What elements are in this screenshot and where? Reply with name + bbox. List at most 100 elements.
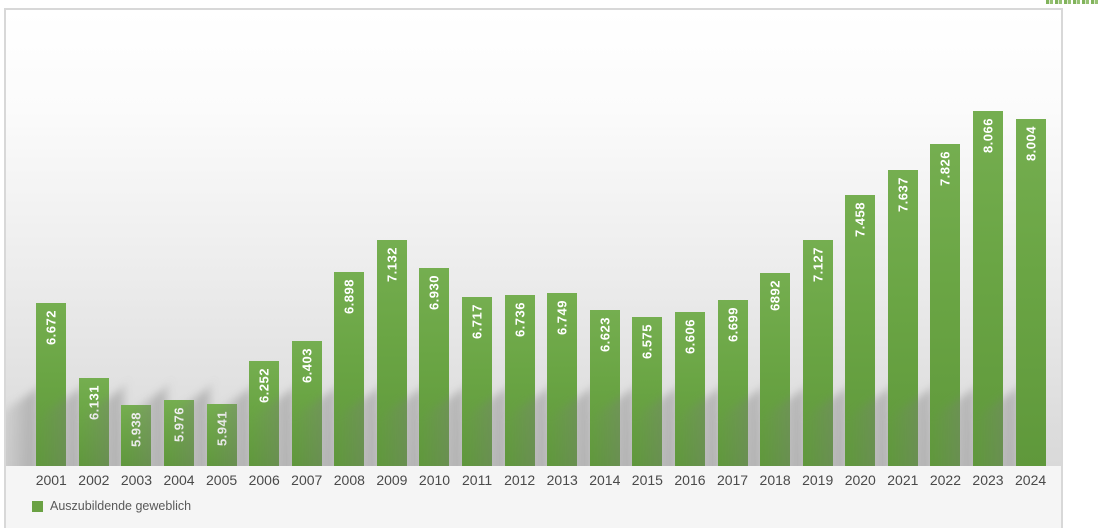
bar-value-label: 6.252: [256, 368, 272, 404]
bar-value-label: 6.623: [597, 317, 613, 353]
bar-slot: 5.976: [120, 10, 201, 466]
x-axis-label-2008: 2008: [333, 472, 365, 488]
bar-value-label: 8.066: [980, 118, 996, 154]
bar-value-label: 6.717: [469, 304, 485, 340]
bar-value-label: 6.575: [639, 324, 655, 360]
bar-slot: 6.623: [545, 10, 627, 466]
x-axis-label-2012: 2012: [504, 472, 536, 488]
bar-2006[interactable]: 6.252: [249, 361, 280, 466]
bar-shadow: [6, 388, 39, 466]
bar-2004[interactable]: 5.976: [164, 400, 195, 466]
bar-slot: 6.672: [6, 10, 73, 466]
x-axis-label-2006: 2006: [248, 472, 280, 488]
x-axis-label-2013: 2013: [546, 472, 578, 488]
x-axis-label-2002: 2002: [78, 472, 110, 488]
bar-value-label: 7.458: [852, 202, 868, 238]
x-axis-label-2007: 2007: [291, 472, 323, 488]
x-axis-label-2022: 2022: [929, 472, 961, 488]
bar-2014[interactable]: 6.623: [589, 310, 620, 466]
x-axis-label-2003: 2003: [120, 472, 153, 488]
bar-slot: 6.930: [375, 10, 456, 466]
bar-2021[interactable]: 7.637: [887, 170, 918, 466]
x-axis-label-2010: 2010: [418, 472, 451, 488]
bar-2012[interactable]: 6.736: [504, 295, 535, 466]
bar-2003[interactable]: 5.938: [121, 405, 152, 466]
bar-2017[interactable]: 6.699: [717, 300, 748, 466]
truncated-green-text: [1046, 0, 1098, 4]
bar-2019[interactable]: 7.127: [802, 240, 833, 466]
bar-slot: 7.127: [758, 10, 839, 466]
bar-slot: 6.699: [673, 10, 754, 466]
bar-2020[interactable]: 7.458: [845, 195, 876, 466]
bar-2023[interactable]: 8.066: [973, 111, 1003, 466]
x-axis-label-2020: 2020: [844, 472, 876, 488]
bar-2010[interactable]: 6.930: [419, 268, 450, 466]
bars: 6.672 6.131 5.938 5.976 5.941 6.252 6.403 6.898…: [6, 10, 1052, 466]
bar-value-label: 6.699: [725, 307, 741, 343]
bar-slot: 5.938: [77, 10, 158, 466]
x-axis-label-2017: 2017: [716, 472, 749, 488]
legend-label: Auszubildende geweblich: [50, 499, 192, 513]
bar-slot: 6.131: [34, 10, 116, 466]
bar-value-label: 7.826: [937, 151, 953, 187]
bar-value-label: 6.898: [341, 279, 357, 315]
bar-value-label: 6.403: [299, 348, 315, 384]
bar-2005[interactable]: 5.941: [206, 404, 237, 466]
bar-slot: 6.403: [247, 10, 328, 466]
x-axis-label-2014: 2014: [589, 472, 621, 488]
bar-value-label: 6.749: [554, 300, 570, 336]
x-axis-label-2011: 2011: [462, 472, 493, 488]
bar-slot: 6.749: [503, 10, 584, 466]
bar-value-label: 6.930: [426, 275, 442, 311]
bar-value-label: 6.672: [43, 310, 59, 346]
legend-swatch-icon: [32, 500, 43, 512]
bar-2024[interactable]: 8.004: [1015, 119, 1046, 466]
plot-area: 6.672 6.131 5.938 5.976 5.941 6.252 6.403 6.898…: [6, 10, 1061, 466]
x-axis-label-2019: 2019: [802, 472, 834, 488]
bar-slot: 8.004: [971, 10, 1052, 466]
bar-2001[interactable]: 6.672: [36, 303, 67, 466]
bar-2015[interactable]: 6.575: [632, 317, 663, 466]
bar-value-label: 6892: [767, 280, 783, 311]
x-axis-label-2001: 2001: [35, 472, 67, 488]
bar-value-label: 7.637: [895, 177, 911, 213]
bar-value-label: 8.004: [1023, 126, 1039, 162]
legend-item[interactable]: Auszubildende geweblich: [32, 499, 191, 513]
bar-slot: 6.736: [460, 10, 541, 466]
x-axis-label-2024: 2024: [1015, 472, 1047, 488]
bar-2016[interactable]: 6.606: [674, 312, 705, 466]
bar-slot: 7.458: [801, 10, 882, 466]
bar-value-label: 7.132: [384, 247, 400, 283]
bar-slot: 7.132: [332, 10, 414, 466]
bar-value-label: 6.736: [512, 302, 528, 338]
bar-2007[interactable]: 6.403: [291, 341, 322, 466]
bar-2002[interactable]: 6.131: [78, 378, 109, 466]
bar-slot: 6.717: [418, 10, 499, 466]
bar-2013[interactable]: 6.749: [547, 293, 578, 466]
x-axis-label-2015: 2015: [631, 472, 663, 488]
bar-slot: 6.606: [630, 10, 712, 466]
x-axis-label-2021: 2021: [887, 472, 919, 488]
bar-slot: 7.637: [843, 10, 925, 466]
bar-slot: 5.941: [162, 10, 243, 466]
bar-2018[interactable]: 6892: [760, 273, 791, 466]
bar-2008[interactable]: 6.898: [334, 272, 365, 466]
x-axis-label-2005: 2005: [206, 472, 238, 488]
bar-value-label: 7.127: [810, 247, 826, 283]
bar-slot: 6.575: [588, 10, 669, 466]
bar-2011[interactable]: 6.717: [462, 297, 493, 466]
bar-slot: 7.826: [886, 10, 967, 466]
chart-container: 6.672 6.131 5.938 5.976 5.941 6.252 6.403 6.898…: [4, 8, 1063, 528]
bar-value-label: 6.606: [682, 319, 698, 355]
x-axis-label-2018: 2018: [759, 472, 791, 488]
bar-slot: 8.066: [929, 10, 1010, 466]
x-axis: 2001 2002 2003 2004 2005 2006 2007 2008 2009 2010…: [30, 472, 1052, 496]
bar-slot: 6892: [716, 10, 797, 466]
bar-slot: 6.898: [290, 10, 371, 466]
x-axis-label-2016: 2016: [674, 472, 706, 488]
bar-2022[interactable]: 7.826: [930, 144, 961, 466]
x-axis-label-2009: 2009: [376, 472, 408, 488]
x-axis-label-2023: 2023: [972, 472, 1004, 488]
bar-2009[interactable]: 7.132: [376, 240, 407, 466]
